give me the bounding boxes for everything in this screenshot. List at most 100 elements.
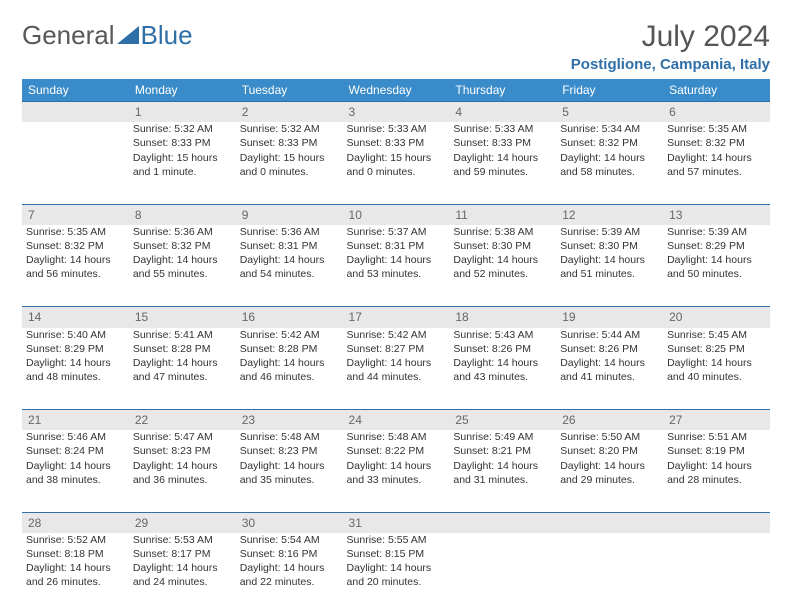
day-cell-line: Daylight: 14 hours <box>26 561 125 575</box>
day-content-row: Sunrise: 5:52 AMSunset: 8:18 PMDaylight:… <box>22 533 770 615</box>
day-cell-line: Sunset: 8:25 PM <box>667 342 766 356</box>
day-cell: Sunrise: 5:55 AMSunset: 8:15 PMDaylight:… <box>343 533 450 615</box>
day-header: Saturday <box>663 79 770 102</box>
day-cell-line: Sunrise: 5:47 AM <box>133 430 232 444</box>
day-cell-line: Sunset: 8:32 PM <box>560 136 659 150</box>
day-cell-line: and 46 minutes. <box>240 370 339 384</box>
day-cell: Sunrise: 5:32 AMSunset: 8:33 PMDaylight:… <box>129 122 236 204</box>
day-cell-line: Sunrise: 5:53 AM <box>133 533 232 547</box>
day-cell-line: Sunset: 8:33 PM <box>240 136 339 150</box>
day-content-row: Sunrise: 5:35 AMSunset: 8:32 PMDaylight:… <box>22 225 770 307</box>
day-cell-line: Daylight: 15 hours <box>347 151 446 165</box>
day-cell-line: Daylight: 14 hours <box>453 253 552 267</box>
day-cell-line: Sunset: 8:23 PM <box>133 444 232 458</box>
day-cell-line: Daylight: 14 hours <box>240 356 339 370</box>
day-number: 11 <box>449 204 556 225</box>
day-number: 21 <box>22 410 129 431</box>
day-cell-line: Sunrise: 5:42 AM <box>347 328 446 342</box>
day-number: 10 <box>343 204 450 225</box>
day-number: 15 <box>129 307 236 328</box>
day-number: 20 <box>663 307 770 328</box>
title-block: July 2024 Postiglione, Campania, Italy <box>571 20 770 73</box>
day-cell-line: Daylight: 14 hours <box>347 253 446 267</box>
day-number-row: 14151617181920 <box>22 307 770 328</box>
day-cell-line: Sunrise: 5:55 AM <box>347 533 446 547</box>
day-cell-line: Sunset: 8:28 PM <box>240 342 339 356</box>
day-number: 13 <box>663 204 770 225</box>
day-cell: Sunrise: 5:34 AMSunset: 8:32 PMDaylight:… <box>556 122 663 204</box>
day-cell: Sunrise: 5:36 AMSunset: 8:32 PMDaylight:… <box>129 225 236 307</box>
day-cell-line: and 1 minute. <box>133 165 232 179</box>
day-header: Monday <box>129 79 236 102</box>
day-content-row: Sunrise: 5:40 AMSunset: 8:29 PMDaylight:… <box>22 328 770 410</box>
day-header: Sunday <box>22 79 129 102</box>
day-number: 4 <box>449 102 556 123</box>
day-cell-line: Sunrise: 5:39 AM <box>667 225 766 239</box>
day-number-row: 123456 <box>22 102 770 123</box>
day-cell-line: Sunrise: 5:36 AM <box>133 225 232 239</box>
day-cell-line: and 52 minutes. <box>453 267 552 281</box>
day-cell-line: Daylight: 14 hours <box>26 459 125 473</box>
day-number: 17 <box>343 307 450 328</box>
day-cell-line: Sunrise: 5:41 AM <box>133 328 232 342</box>
day-cell-line: Daylight: 14 hours <box>560 253 659 267</box>
day-cell-line: Sunrise: 5:33 AM <box>347 122 446 136</box>
day-header: Friday <box>556 79 663 102</box>
day-cell <box>663 533 770 615</box>
day-cell-line: and 36 minutes. <box>133 473 232 487</box>
day-number: 25 <box>449 410 556 431</box>
day-number: 5 <box>556 102 663 123</box>
day-cell-line: and 41 minutes. <box>560 370 659 384</box>
day-cell-line: Sunrise: 5:49 AM <box>453 430 552 444</box>
day-cell: Sunrise: 5:33 AMSunset: 8:33 PMDaylight:… <box>343 122 450 204</box>
day-cell-line: Sunrise: 5:32 AM <box>133 122 232 136</box>
day-cell-line: Sunrise: 5:34 AM <box>560 122 659 136</box>
day-cell-line: and 24 minutes. <box>133 575 232 589</box>
day-cell-line: Sunrise: 5:46 AM <box>26 430 125 444</box>
day-cell-line: and 47 minutes. <box>133 370 232 384</box>
day-number: 3 <box>343 102 450 123</box>
day-cell-line: Daylight: 14 hours <box>667 253 766 267</box>
day-cell-line: Sunrise: 5:52 AM <box>26 533 125 547</box>
day-number-row: 21222324252627 <box>22 410 770 431</box>
day-cell-line: Sunrise: 5:43 AM <box>453 328 552 342</box>
day-number: 1 <box>129 102 236 123</box>
day-cell: Sunrise: 5:42 AMSunset: 8:28 PMDaylight:… <box>236 328 343 410</box>
day-cell: Sunrise: 5:49 AMSunset: 8:21 PMDaylight:… <box>449 430 556 512</box>
day-cell-line: and 26 minutes. <box>26 575 125 589</box>
day-number: 23 <box>236 410 343 431</box>
day-cell-line: Daylight: 14 hours <box>667 459 766 473</box>
day-cell-line: and 28 minutes. <box>667 473 766 487</box>
day-cell-line: and 0 minutes. <box>240 165 339 179</box>
day-number <box>556 512 663 533</box>
day-cell-line: Daylight: 14 hours <box>347 561 446 575</box>
day-number <box>449 512 556 533</box>
day-cell: Sunrise: 5:42 AMSunset: 8:27 PMDaylight:… <box>343 328 450 410</box>
day-number: 18 <box>449 307 556 328</box>
logo-text-1: General <box>22 20 115 51</box>
day-number: 22 <box>129 410 236 431</box>
day-cell-line: and 57 minutes. <box>667 165 766 179</box>
day-cell-line: Sunset: 8:30 PM <box>453 239 552 253</box>
day-number: 7 <box>22 204 129 225</box>
day-cell-line: Sunrise: 5:35 AM <box>26 225 125 239</box>
day-number: 6 <box>663 102 770 123</box>
day-number: 14 <box>22 307 129 328</box>
day-cell-line: Sunset: 8:20 PM <box>560 444 659 458</box>
day-cell-line: Daylight: 14 hours <box>133 253 232 267</box>
day-cell-line: Sunrise: 5:48 AM <box>347 430 446 444</box>
day-cell-line: Sunset: 8:33 PM <box>347 136 446 150</box>
day-cell-line: Daylight: 14 hours <box>560 459 659 473</box>
day-cell-line: Sunrise: 5:36 AM <box>240 225 339 239</box>
day-cell-line: Sunrise: 5:44 AM <box>560 328 659 342</box>
day-cell-line: and 51 minutes. <box>560 267 659 281</box>
day-cell-line: Sunset: 8:31 PM <box>240 239 339 253</box>
day-cell-line: and 40 minutes. <box>667 370 766 384</box>
day-cell-line: Sunset: 8:33 PM <box>133 136 232 150</box>
day-cell-line: Sunset: 8:28 PM <box>133 342 232 356</box>
day-header: Thursday <box>449 79 556 102</box>
day-number: 29 <box>129 512 236 533</box>
day-cell: Sunrise: 5:37 AMSunset: 8:31 PMDaylight:… <box>343 225 450 307</box>
day-cell-line: Sunset: 8:32 PM <box>667 136 766 150</box>
day-cell-line: Sunset: 8:33 PM <box>453 136 552 150</box>
